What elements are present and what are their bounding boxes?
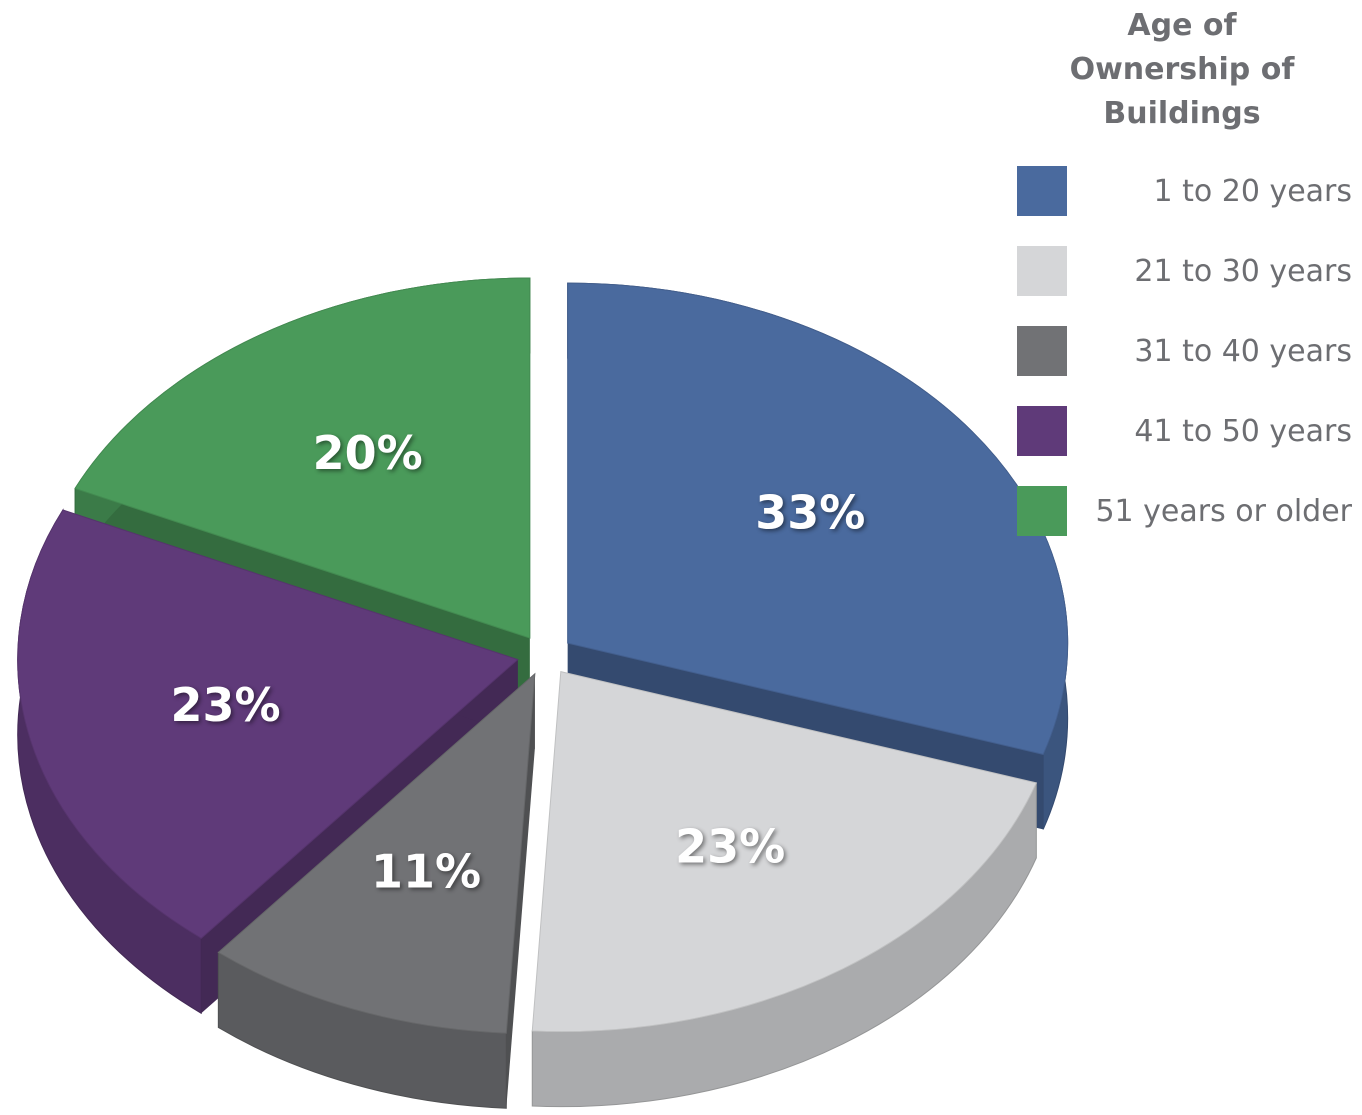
slice <box>74 277 531 639</box>
legend-item: 1 to 20 years <box>1012 166 1352 216</box>
legend-swatch <box>1017 246 1067 296</box>
legend-swatch <box>1017 486 1067 536</box>
data-label: 23% <box>170 678 280 732</box>
slice <box>217 672 536 1034</box>
legend-swatch <box>1017 166 1067 216</box>
legend-label: 41 to 50 years <box>1134 413 1352 449</box>
data-label: 33% <box>755 486 865 540</box>
slice <box>531 671 1038 1033</box>
data-label: 23% <box>675 819 785 873</box>
chart-title: Age of Ownership of Buildings <box>1069 8 1295 131</box>
legend-label: 31 to 40 years <box>1134 333 1352 369</box>
legend-items: 1 to 20 years 21 to 30 years 31 to 40 year… <box>1012 166 1352 536</box>
legend-item: 21 to 30 years <box>1012 246 1352 296</box>
legend-label: 21 to 30 years <box>1134 253 1352 289</box>
legend-swatch <box>1017 406 1067 456</box>
legend-label: 1 to 20 years <box>1153 173 1352 209</box>
data-label: 11% <box>371 845 481 899</box>
legend-item: 41 to 50 years <box>1012 406 1352 456</box>
slice-side <box>506 673 535 1109</box>
slice <box>567 282 1069 755</box>
legend-label: 51 years or older <box>1095 493 1352 529</box>
data-label: 20% <box>313 426 423 480</box>
legend: Age of Ownership of Buildings 1 to 20 ye… <box>1012 4 1352 536</box>
slice <box>17 509 519 939</box>
legend-item: 51 years or older <box>1012 486 1352 536</box>
legend-item: 31 to 40 years <box>1012 326 1352 376</box>
legend-swatch <box>1017 326 1067 376</box>
